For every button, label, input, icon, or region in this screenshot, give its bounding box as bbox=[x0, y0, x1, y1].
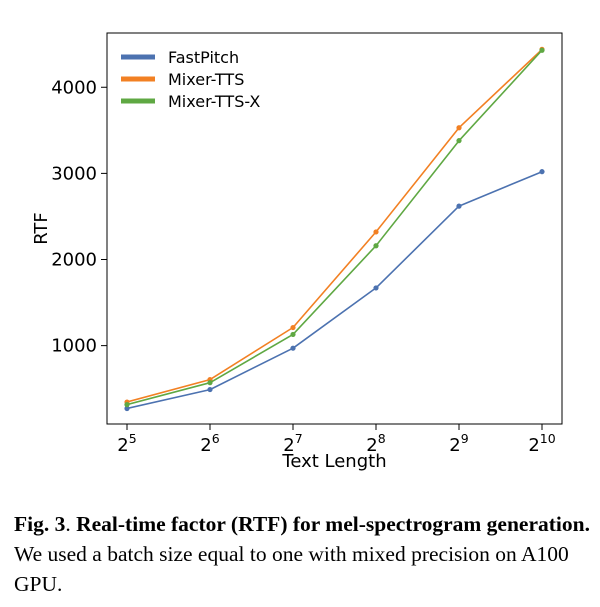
x-axis-label: Text Length bbox=[281, 451, 386, 472]
data-point bbox=[290, 331, 296, 338]
data-point bbox=[456, 138, 462, 144]
caption-body: We used a batch size equal to one with m… bbox=[14, 542, 569, 596]
x-tick-label: 26 bbox=[200, 431, 219, 456]
data-point bbox=[290, 324, 296, 331]
y-axis: 1000 2000 3000 4000 bbox=[51, 77, 107, 357]
x-tick-label: 27 bbox=[283, 431, 302, 456]
data-point bbox=[124, 405, 130, 412]
plot-area bbox=[106, 32, 563, 425]
y-tick-label: 2000 bbox=[51, 250, 97, 271]
y-tick-label: 4000 bbox=[51, 77, 97, 98]
figure-caption: Fig. 3. Real-time factor (RTF) for mel-s… bbox=[14, 509, 592, 599]
data-point bbox=[456, 125, 462, 131]
x-tick-label: 210 bbox=[528, 431, 555, 456]
x-tick-label: 25 bbox=[117, 431, 136, 456]
x-axis: 25 26 27 28 29 210 bbox=[117, 424, 556, 456]
x-tick-label: 29 bbox=[449, 431, 468, 456]
legend-label: FastPitch bbox=[168, 48, 239, 67]
x-tick-label: 28 bbox=[366, 431, 385, 456]
chart: 25 26 27 28 29 210 1000 2000 3000 4000 FastPitch… bbox=[31, 32, 563, 472]
series-line-0 bbox=[126, 170, 543, 410]
caption-title: Real-time factor (RTF) for mel-spectrogr… bbox=[76, 512, 590, 536]
y-tick-label: 1000 bbox=[51, 336, 97, 357]
data-point bbox=[373, 243, 379, 249]
data-point bbox=[539, 169, 545, 175]
legend-label: Mixer-TTS bbox=[168, 70, 244, 89]
y-tick-label: 3000 bbox=[51, 163, 97, 184]
data-point bbox=[456, 203, 462, 209]
y-axis-label: RTF bbox=[31, 212, 52, 245]
data-point bbox=[539, 47, 545, 53]
data-point bbox=[290, 345, 296, 351]
caption-label: Fig. 3 bbox=[14, 512, 66, 536]
data-point bbox=[124, 402, 130, 408]
data-point bbox=[207, 380, 213, 386]
legend: FastPitch Mixer-TTS Mixer-TTS-X bbox=[121, 48, 260, 111]
series-layer bbox=[124, 46, 545, 412]
data-point bbox=[373, 285, 379, 291]
series-line-1 bbox=[126, 48, 543, 403]
data-point bbox=[373, 229, 379, 235]
caption-separator: . bbox=[65, 512, 71, 536]
data-point bbox=[207, 386, 213, 393]
legend-label: Mixer-TTS-X bbox=[168, 92, 260, 111]
series-line-2 bbox=[126, 49, 543, 406]
plot-frame bbox=[106, 32, 563, 425]
